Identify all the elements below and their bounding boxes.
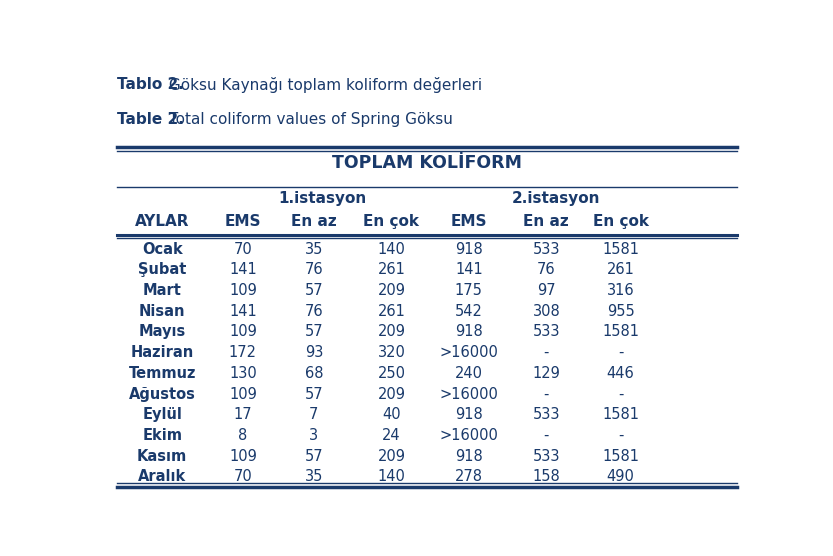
Text: Nisan: Nisan [139,304,186,319]
Text: 1581: 1581 [602,242,639,257]
Text: Ekim: Ekim [142,428,182,443]
Text: 129: 129 [532,366,561,381]
Text: 172: 172 [229,345,257,360]
Text: 3: 3 [309,428,318,443]
Text: 209: 209 [377,283,406,298]
Text: 8: 8 [238,428,247,443]
Text: 93: 93 [305,345,323,360]
Text: 57: 57 [305,386,323,401]
Text: 76: 76 [537,262,556,277]
Text: TOPLAM KOLİFORM: TOPLAM KOLİFORM [332,155,522,172]
Text: 35: 35 [305,242,323,257]
Text: Tablo 2.: Tablo 2. [117,77,184,92]
Text: 76: 76 [305,262,323,277]
Text: 109: 109 [229,283,257,298]
Text: 533: 533 [532,449,560,464]
Text: >16000: >16000 [440,428,498,443]
Text: En az: En az [291,214,337,229]
Text: AYLAR: AYLAR [135,214,189,229]
Text: 2.istasyon: 2.istasyon [511,191,601,206]
Text: 209: 209 [377,449,406,464]
Text: -: - [618,345,623,360]
Text: 1.istasyon: 1.istasyon [278,191,367,206]
Text: Şubat: Şubat [138,262,187,277]
Text: 130: 130 [229,366,257,381]
Text: -: - [544,345,549,360]
Text: -: - [618,386,623,401]
Text: -: - [618,428,623,443]
Text: Haziran: Haziran [131,345,194,360]
Text: 1581: 1581 [602,407,639,422]
Text: 955: 955 [606,304,635,319]
Text: 918: 918 [455,242,483,257]
Text: 141: 141 [455,262,483,277]
Text: 316: 316 [606,283,635,298]
Text: 320: 320 [377,345,406,360]
Text: 175: 175 [455,283,483,298]
Text: 209: 209 [377,386,406,401]
Text: Eylül: Eylül [142,407,182,422]
Text: 261: 261 [377,304,406,319]
Text: 140: 140 [377,469,406,484]
Text: 17: 17 [233,407,252,422]
Text: 533: 533 [532,325,560,340]
Text: Kasım: Kasım [137,449,187,464]
Text: 109: 109 [229,386,257,401]
Text: Mayıs: Mayıs [138,325,186,340]
Text: 1581: 1581 [602,325,639,340]
Text: 76: 76 [305,304,323,319]
Text: Total coliform values of Spring Göksu: Total coliform values of Spring Göksu [163,112,452,127]
Text: Temmuz: Temmuz [128,366,196,381]
Text: 1581: 1581 [602,449,639,464]
Text: Ocak: Ocak [142,242,182,257]
Text: 308: 308 [532,304,561,319]
Text: Göksu Kaynağı toplam koliform değerleri: Göksu Kaynağı toplam koliform değerleri [163,77,481,93]
Text: 57: 57 [305,325,323,340]
Text: 209: 209 [377,325,406,340]
Text: 68: 68 [305,366,323,381]
Text: 97: 97 [537,283,556,298]
Text: Ağustos: Ağustos [129,386,196,401]
Text: 140: 140 [377,242,406,257]
Text: 918: 918 [455,325,483,340]
Text: 40: 40 [382,407,401,422]
Text: 240: 240 [455,366,483,381]
Text: -: - [544,428,549,443]
Text: Table 2.: Table 2. [117,112,184,127]
Text: 918: 918 [455,449,483,464]
Text: 7: 7 [309,407,319,422]
Text: >16000: >16000 [440,386,498,401]
Text: 278: 278 [455,469,483,484]
Text: 261: 261 [606,262,635,277]
Text: Aralık: Aralık [138,469,187,484]
Text: 24: 24 [382,428,401,443]
Text: EMS: EMS [451,214,487,229]
Text: 542: 542 [455,304,483,319]
Text: 70: 70 [233,242,252,257]
Text: 141: 141 [229,262,257,277]
Text: 918: 918 [455,407,483,422]
Text: En çok: En çok [363,214,419,229]
Text: 141: 141 [229,304,257,319]
Text: 109: 109 [229,325,257,340]
Text: 533: 533 [532,242,560,257]
Text: 35: 35 [305,469,323,484]
Text: 109: 109 [229,449,257,464]
Text: 57: 57 [305,283,323,298]
Text: EMS: EMS [225,214,262,229]
Text: -: - [544,386,549,401]
Text: 250: 250 [377,366,406,381]
Text: 490: 490 [606,469,635,484]
Text: 158: 158 [532,469,561,484]
Text: 70: 70 [233,469,252,484]
Text: 57: 57 [305,449,323,464]
Text: En çok: En çok [592,214,649,229]
Text: 261: 261 [377,262,406,277]
Text: >16000: >16000 [440,345,498,360]
Text: Mart: Mart [142,283,182,298]
Text: En az: En az [523,214,569,229]
Text: 533: 533 [532,407,560,422]
Text: 446: 446 [606,366,635,381]
